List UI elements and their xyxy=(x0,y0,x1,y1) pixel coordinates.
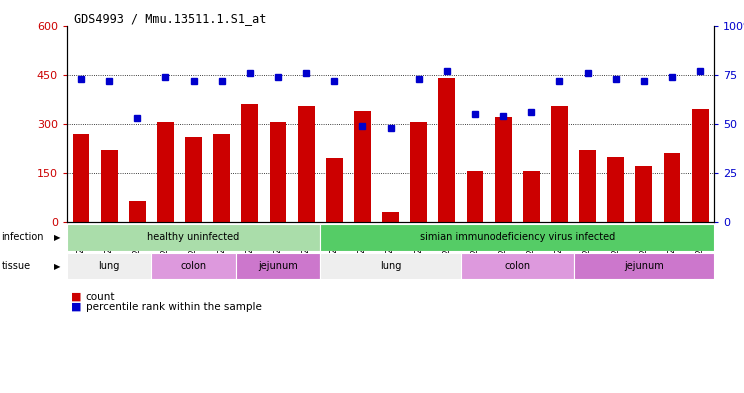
Bar xyxy=(129,201,146,222)
Bar xyxy=(185,137,202,222)
Text: ■: ■ xyxy=(71,302,81,312)
Bar xyxy=(269,122,286,222)
Text: infection: infection xyxy=(1,232,44,242)
Bar xyxy=(214,134,230,222)
Bar xyxy=(382,212,399,222)
Text: lung: lung xyxy=(380,261,401,271)
Text: GDS4993 / Mmu.13511.1.S1_at: GDS4993 / Mmu.13511.1.S1_at xyxy=(74,12,267,25)
Text: ▶: ▶ xyxy=(54,233,60,242)
Bar xyxy=(551,106,568,222)
Text: ▶: ▶ xyxy=(54,262,60,270)
Bar xyxy=(410,122,427,222)
Bar xyxy=(298,106,315,222)
Bar xyxy=(579,150,596,222)
Bar xyxy=(67,224,320,251)
Bar xyxy=(495,117,512,222)
Text: lung: lung xyxy=(98,261,120,271)
Bar xyxy=(320,253,461,279)
Bar xyxy=(326,158,343,222)
Bar xyxy=(151,253,236,279)
Text: ■: ■ xyxy=(71,292,81,302)
Text: count: count xyxy=(86,292,115,302)
Bar xyxy=(67,253,151,279)
Text: simian immunodeficiency virus infected: simian immunodeficiency virus infected xyxy=(420,232,615,242)
Text: jejunum: jejunum xyxy=(258,261,298,271)
Bar xyxy=(635,166,652,222)
Bar xyxy=(157,122,174,222)
Text: tissue: tissue xyxy=(1,261,31,271)
Bar xyxy=(466,171,484,222)
Bar xyxy=(574,253,714,279)
Bar xyxy=(73,134,89,222)
Bar xyxy=(607,156,624,222)
Bar xyxy=(664,153,681,222)
Bar xyxy=(523,171,539,222)
Bar xyxy=(242,104,258,222)
Bar xyxy=(461,253,574,279)
Bar xyxy=(354,111,371,222)
Text: percentile rank within the sample: percentile rank within the sample xyxy=(86,302,261,312)
Bar xyxy=(692,109,708,222)
Bar xyxy=(236,253,320,279)
Text: jejunum: jejunum xyxy=(624,261,664,271)
Bar xyxy=(320,224,714,251)
Text: colon: colon xyxy=(504,261,530,271)
Bar xyxy=(100,150,118,222)
Text: healthy uninfected: healthy uninfected xyxy=(147,232,240,242)
Text: colon: colon xyxy=(181,261,207,271)
Bar xyxy=(438,78,455,222)
